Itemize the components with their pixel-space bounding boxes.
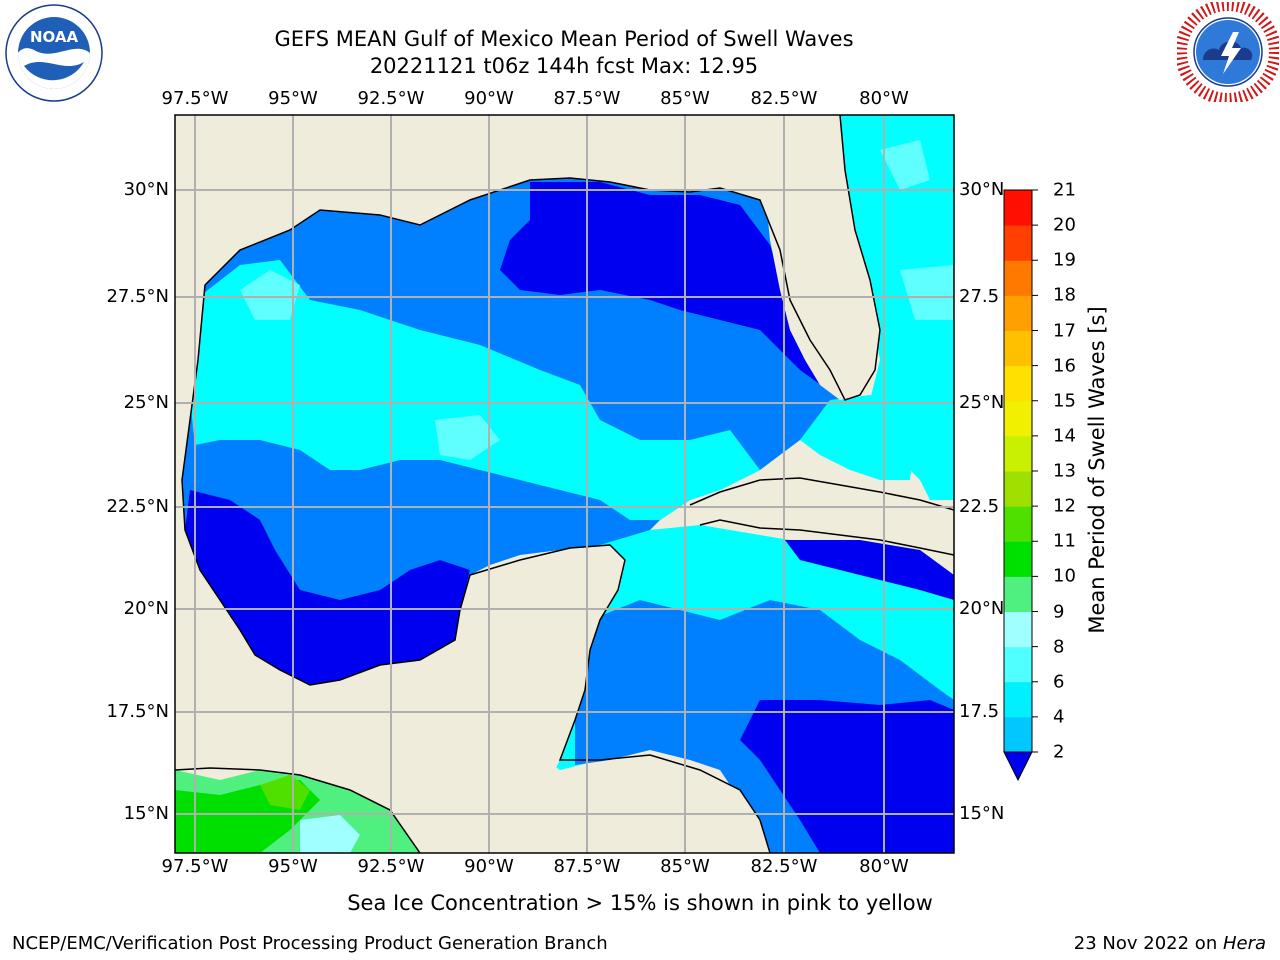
footer-credit: NCEP/EMC/Verification Post Processing Pr… bbox=[12, 933, 608, 954]
latitude-tick-label-left: 25°N bbox=[123, 392, 169, 413]
longitude-tick-label-bottom: 92.5°W bbox=[357, 856, 425, 877]
gulf-deep-blue bbox=[500, 182, 835, 395]
atlantic-light-cyan bbox=[900, 265, 954, 320]
coastline bbox=[204, 115, 881, 401]
chart-title: GEFS MEAN Gulf of Mexico Mean Period of … bbox=[274, 27, 854, 51]
colorbar-tick-label: 11 bbox=[1053, 530, 1076, 552]
colorbar-tick-label: 15 bbox=[1053, 390, 1076, 412]
longitude-tick-label-bottom: 95°W bbox=[268, 856, 318, 877]
gulf-light-cyan bbox=[435, 415, 500, 460]
latitude-tick-label-right: 27.5 bbox=[959, 286, 1000, 307]
colorbar-tick-label: 16 bbox=[1053, 355, 1076, 377]
longitude-tick-label-top: 80°W bbox=[859, 88, 909, 109]
latitude-tick-label-right: 17.5 bbox=[959, 701, 1000, 722]
longitude-tick-label-bottom: 80°W bbox=[859, 856, 909, 877]
latitude-tick-label-left: 22.5°N bbox=[106, 496, 169, 517]
chart-subtitle: 20221121 t06z 144h fcst Max: 12.95 bbox=[369, 54, 759, 78]
colorbar-label: Mean Period of Swell Waves [s] bbox=[1085, 306, 1109, 634]
colorbar-tick-label: 4 bbox=[1053, 706, 1065, 728]
longitude-tick-label-bottom: 90°W bbox=[464, 856, 514, 877]
gulf-light-cyan bbox=[240, 270, 300, 320]
colorbar-swatch bbox=[1004, 260, 1032, 296]
pacific-green-yellow bbox=[260, 775, 310, 810]
colorbar-swatch bbox=[1004, 400, 1032, 437]
gulf-cyan-band bbox=[190, 260, 760, 520]
colorbar-swatch bbox=[1004, 576, 1032, 612]
colorbar-swatch bbox=[1004, 681, 1032, 718]
noaa-logo: NOAA bbox=[5, 4, 103, 102]
latitude-tick-label-right: 25°N bbox=[959, 392, 1005, 413]
florida-land bbox=[760, 115, 880, 400]
us-gulf-coast-land bbox=[175, 115, 760, 720]
colorbar-tick-label: 21 bbox=[1053, 179, 1076, 201]
latitude-tick-label-left: 27.5°N bbox=[106, 286, 169, 307]
footer-date: 23 Nov 2022 on Hera bbox=[1074, 933, 1266, 954]
caribbean-deep-blue bbox=[785, 540, 954, 600]
latitude-tick-label-right: 15°N bbox=[959, 803, 1005, 824]
atlantic-light-cyan bbox=[880, 140, 930, 190]
colorbar-swatch bbox=[1004, 365, 1032, 402]
colorbar-swatch bbox=[1004, 225, 1032, 261]
latitude-tick-label-right: 30°N bbox=[959, 179, 1005, 200]
colorbar-swatch bbox=[1004, 330, 1032, 367]
gulf-deep-blue bbox=[185, 490, 470, 685]
colorbar-swatch bbox=[1004, 541, 1032, 577]
longitude-tick-label-top: 90°W bbox=[464, 88, 514, 109]
latitude-tick-label-left: 20°N bbox=[123, 598, 169, 619]
colorbar-tick-label: 14 bbox=[1053, 425, 1076, 447]
central-america-land bbox=[520, 760, 770, 853]
colorbar-swatch bbox=[1004, 646, 1032, 683]
grid bbox=[175, 115, 954, 853]
colorbar-swatch bbox=[1004, 506, 1032, 542]
colorbar-tick-label: 2 bbox=[1053, 741, 1065, 763]
latitude-tick-label-left: 30°N bbox=[123, 179, 169, 200]
footer-host: Hera bbox=[1222, 933, 1266, 954]
colorbar-tick-label: 12 bbox=[1053, 495, 1076, 517]
map-frame bbox=[174, 114, 955, 854]
colorbar-swatch bbox=[1004, 716, 1032, 753]
colorbar-swatch bbox=[1004, 611, 1032, 648]
straits-field bbox=[800, 395, 915, 480]
colorbar-tick-label: 13 bbox=[1053, 460, 1076, 482]
pacific-light-cyan bbox=[300, 815, 360, 853]
longitude-tick-label-top: 87.5°W bbox=[553, 88, 621, 109]
yucatan-land bbox=[290, 545, 625, 853]
nws-logo bbox=[1177, 2, 1279, 102]
latitude-tick-label-right: 22.5 bbox=[959, 496, 1000, 517]
colorbar-swatch bbox=[1004, 435, 1032, 472]
colorbar-swatch bbox=[1004, 190, 1032, 226]
colorbar bbox=[1003, 189, 1038, 782]
colorbar-tick-label: 10 bbox=[1053, 565, 1076, 587]
colorbar-tick-label: 8 bbox=[1053, 636, 1065, 658]
coastline bbox=[689, 477, 954, 556]
colorbar-swatch bbox=[1004, 471, 1032, 507]
latitude-tick-label-left: 17.5°N bbox=[106, 701, 169, 722]
colorbar-tick-label: 17 bbox=[1053, 320, 1076, 341]
colorbar-underflow-triangle bbox=[1003, 751, 1033, 782]
longitude-tick-label-bottom: 82.5°W bbox=[750, 856, 818, 877]
colorbar-tick-label: 9 bbox=[1053, 601, 1065, 622]
colorbar-swatch bbox=[1004, 295, 1032, 331]
colorbar-tick-label: 19 bbox=[1053, 249, 1076, 271]
longitude-tick-label-top: 92.5°W bbox=[357, 88, 425, 109]
longitude-tick-label-bottom: 97.5°W bbox=[161, 856, 229, 877]
longitude-tick-label-top: 95°W bbox=[268, 88, 318, 109]
colorbar-tick-label: 20 bbox=[1053, 214, 1076, 236]
longitude-tick-label-top: 97.5°W bbox=[161, 88, 229, 109]
longitude-tick-label-bottom: 85°W bbox=[660, 856, 710, 877]
colorbar-tick-label: 18 bbox=[1053, 284, 1076, 306]
noaa-logo-text: NOAA bbox=[30, 28, 79, 46]
map-canvas bbox=[175, 115, 954, 853]
longitude-tick-label-bottom: 87.5°W bbox=[553, 856, 621, 877]
footer-date-text: 23 Nov 2022 on bbox=[1073, 933, 1223, 954]
cuba-land bbox=[690, 478, 954, 555]
longitude-tick-label-top: 82.5°W bbox=[750, 88, 818, 109]
latitude-tick-label-right: 20°N bbox=[959, 598, 1005, 619]
longitude-tick-label-top: 85°W bbox=[660, 88, 710, 109]
colorbar-tick-label: 6 bbox=[1053, 671, 1065, 693]
sea-ice-note: Sea Ice Concentration > 15% is shown in … bbox=[347, 891, 933, 915]
latitude-tick-label-left: 15°N bbox=[123, 803, 169, 824]
